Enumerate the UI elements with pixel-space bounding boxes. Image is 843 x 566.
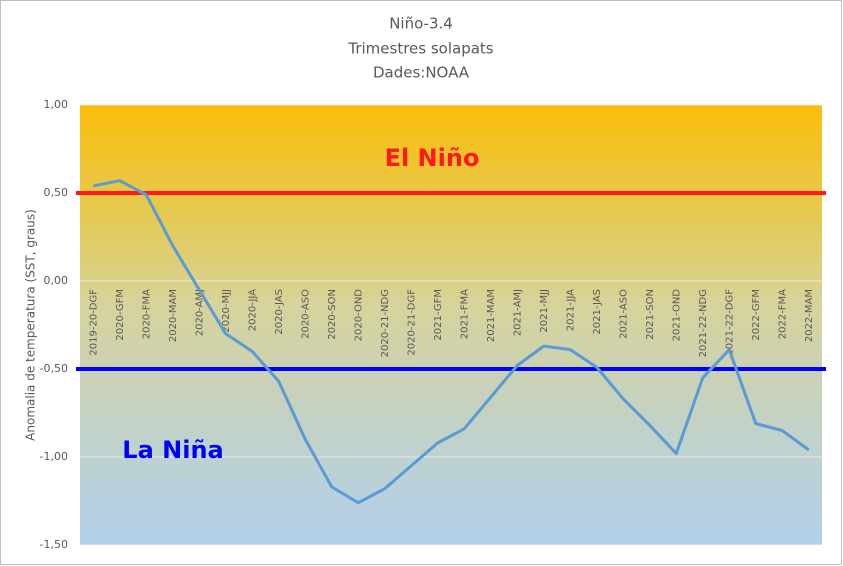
x-tick-label: 2020-MAM: [168, 289, 179, 342]
x-tick-label: 2020-MJJ: [221, 289, 232, 333]
x-tick-label: 2020-JAS: [274, 289, 285, 335]
x-tick-label: 2020-21-NDG: [380, 289, 391, 357]
data-line: [92, 179, 810, 505]
x-tick-label: 2021-MAM: [486, 289, 497, 342]
x-tick-label: 2020-AMJ: [194, 289, 205, 336]
x-tick-label: 2021-MJJ: [539, 289, 550, 333]
x-tick-label: 2020-ASO: [300, 289, 311, 339]
x-tick-label: 2020-OND: [353, 289, 364, 342]
y-tick-label: -1,50: [40, 538, 68, 551]
y-axis-title: Anomalia de temperatura (SST, graus): [24, 209, 38, 441]
x-tick-label: 2021-22-DGF: [724, 289, 735, 356]
x-tick-label: 2021-FMA: [459, 289, 470, 339]
reference-label: La Niña: [122, 436, 223, 464]
plot-area: [80, 105, 822, 545]
x-tick-label: 2022-MAM: [804, 289, 815, 342]
x-tick-label: 2020-SON: [327, 289, 338, 340]
x-tick-label: 2020-JJA: [247, 289, 258, 331]
y-tick-label: 0,00: [44, 274, 69, 287]
y-tick-label: 1,00: [44, 98, 69, 111]
x-tick-label: 2021-22-NDG: [698, 289, 709, 357]
x-tick-label: 2021-JAS: [592, 289, 603, 335]
x-tick-label: 2021-JJA: [565, 289, 576, 331]
x-tick-label: 2021-ASO: [618, 289, 629, 339]
x-tick-label: 2021-OND: [671, 289, 682, 342]
x-tick-label: 2020-FMA: [141, 289, 152, 339]
x-tick-label: 2022-FMA: [777, 289, 788, 339]
x-tick-label: 2021-SON: [645, 289, 656, 340]
chart-subtitle: Trimestres solapats: [347, 40, 493, 58]
chart-subtitle: Dades:NOAA: [373, 64, 470, 82]
reference-label: El Niño: [385, 144, 480, 172]
x-tick-label: 2020-GFM: [115, 289, 126, 341]
x-tick-label: 2019-20-DGF: [88, 289, 99, 356]
x-tick-label: 2021-AMJ: [512, 289, 523, 336]
y-tick-label: -1,00: [40, 450, 68, 463]
x-tick-label: 2022-GFM: [751, 289, 762, 341]
y-tick-label: -0,50: [40, 362, 68, 375]
x-tick-label: 2021-GFM: [433, 289, 444, 341]
x-tick-label: 2020-21-DGF: [406, 289, 417, 356]
chart-title: Niño-3.4: [389, 15, 453, 33]
y-tick-label: 0,50: [44, 186, 69, 199]
